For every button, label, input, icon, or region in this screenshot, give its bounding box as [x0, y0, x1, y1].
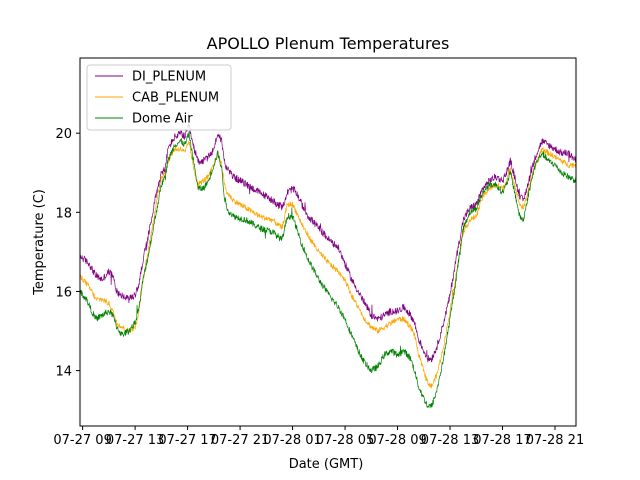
legend: DI_PLENUM CAB_PLENUM Dome Air	[86, 64, 232, 131]
series-line-di-plenum	[79, 123, 577, 363]
x-tick-label: 07-27 09	[53, 433, 111, 448]
y-tick-label: 18	[55, 206, 72, 221]
plot-frame	[79, 57, 577, 427]
y-tick-label: 20	[55, 127, 72, 142]
x-tick-label: 07-28 05	[316, 433, 374, 448]
y-tick-label: 16	[55, 285, 72, 300]
x-axis-label: Date (GMT)	[289, 457, 364, 472]
legend-label-di-plenum: DI_PLENUM	[132, 70, 206, 85]
x-tick-label: 07-28 21	[526, 433, 584, 448]
x-tick-label: 07-28 01	[263, 433, 321, 448]
x-tick-label: 07-27 21	[211, 433, 269, 448]
chart-title: APOLLO Plenum Temperatures	[207, 34, 450, 53]
x-tick-label: 07-28 13	[421, 433, 479, 448]
y-tick-label: 14	[55, 365, 72, 380]
x-tick-label: 07-28 17	[473, 433, 531, 448]
x-tick-label: 07-27 13	[106, 433, 164, 448]
y-axis-label: Temperature (C)	[32, 189, 47, 296]
legend-label-cab-plenum: CAB_PLENUM	[132, 91, 219, 106]
x-tick-label: 07-28 09	[368, 433, 426, 448]
legend-box	[86, 64, 232, 131]
series-line-dome-air	[79, 131, 577, 409]
series-layer	[79, 123, 577, 409]
x-tick-label: 07-27 17	[158, 433, 216, 448]
legend-label-dome-air: Dome Air	[132, 112, 193, 127]
